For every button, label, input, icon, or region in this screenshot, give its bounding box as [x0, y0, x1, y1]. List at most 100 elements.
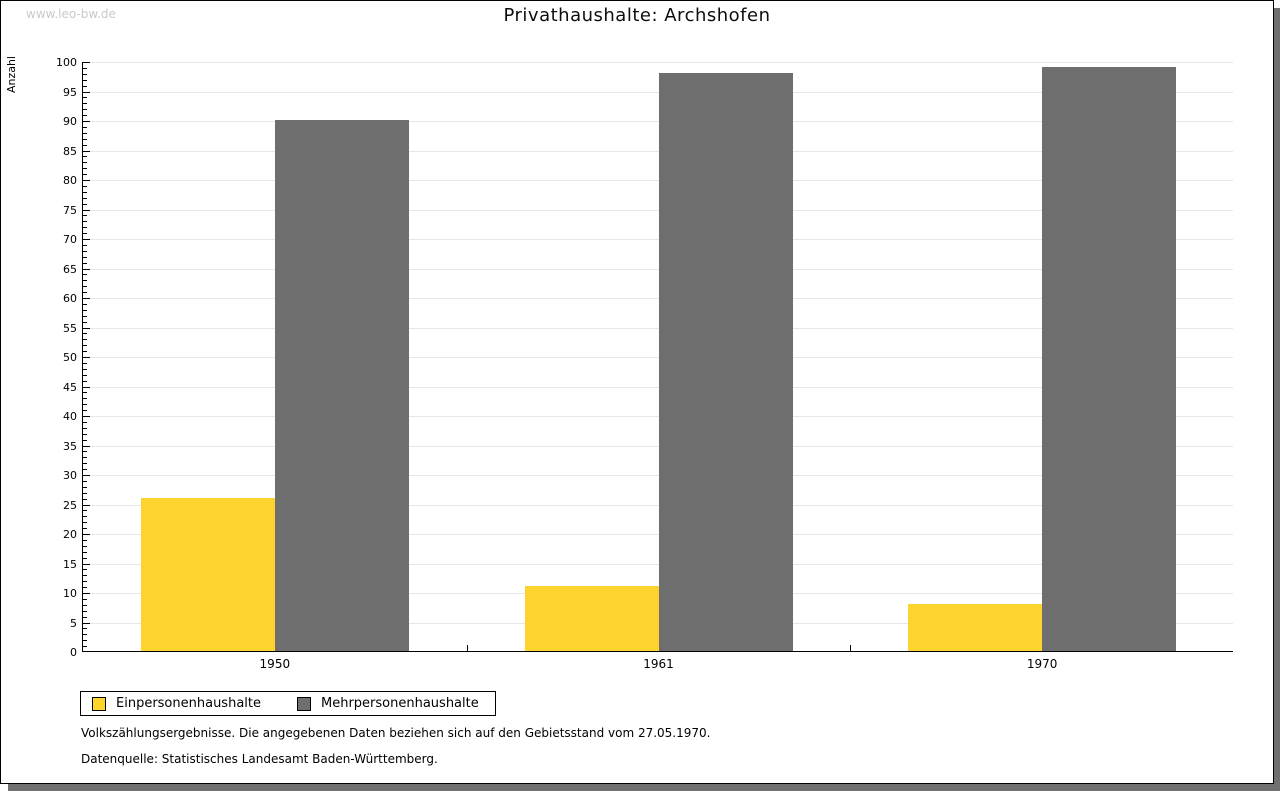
bar-einpersonenhaushalte-1970	[908, 603, 1043, 651]
y-tick-10	[83, 593, 90, 594]
y-tick-12	[83, 581, 87, 583]
y-tick-85	[83, 150, 90, 152]
y-tick-28	[83, 486, 87, 488]
y-tick-13	[83, 575, 87, 577]
y-tick-93	[83, 103, 87, 105]
y-tick-25	[83, 504, 90, 506]
y-tick-87	[83, 138, 87, 140]
x-tick-label-1950: 1950	[259, 657, 291, 671]
y-tick-67	[83, 256, 87, 258]
y-tick-50	[83, 357, 90, 358]
y-tick-98	[83, 73, 87, 75]
y-tick-label-40: 40	[63, 410, 77, 423]
y-tick-80	[83, 180, 90, 181]
y-tick-56	[83, 321, 87, 323]
bar-mehrpersonenhaushalte-1961	[658, 72, 793, 651]
y-tick-81	[83, 174, 87, 176]
y-tick-44	[83, 392, 87, 394]
plot-area: 0 5 10 15 20 25 30 35 40 45 50 55 60 65 70 75 80 85 90 95 10…	[56, 56, 1233, 671]
y-tick-65	[83, 268, 90, 270]
y-tick-8	[83, 604, 87, 606]
y-tick-label-100: 100	[56, 56, 77, 69]
y-tick-23	[83, 516, 87, 518]
y-tick-78	[83, 191, 87, 193]
y-tick-label-70: 70	[63, 233, 77, 246]
y-tick-label-45: 45	[63, 380, 77, 394]
gridline-y-40	[83, 416, 1233, 417]
y-tick-18	[83, 545, 87, 547]
x-tick-label-1961: 1961	[643, 657, 674, 671]
y-tick-label-20: 20	[63, 528, 77, 541]
y-tick-4	[83, 628, 87, 630]
y-tick-95	[83, 91, 90, 93]
bar-mehrpersonenhaushalte-1950	[274, 120, 409, 651]
y-tick-34	[83, 451, 87, 453]
y-tick-46	[83, 380, 87, 382]
y-tick-48	[83, 368, 87, 370]
y-tick-32	[83, 463, 87, 465]
y-tick-15	[83, 563, 90, 565]
y-tick-69	[83, 244, 87, 246]
y-tick-label-0: 0	[70, 646, 77, 659]
gridline-y-100	[83, 62, 1233, 63]
y-tick-label-85: 85	[63, 144, 77, 158]
y-tick-97	[83, 79, 87, 81]
y-tick-43	[83, 398, 87, 400]
y-tick-41	[83, 410, 87, 412]
legend-item-mehrpersonenhaushalte: Mehrpersonenhaushalte	[297, 696, 479, 711]
y-tick-16	[83, 557, 87, 559]
gridline-y-55	[83, 327, 1233, 329]
x-tick-boundary-1	[466, 645, 468, 651]
watermark-leo-bw: www.leo-bw.de	[26, 7, 116, 21]
gridline-y-20	[83, 534, 1233, 535]
y-tick-40	[83, 416, 90, 417]
x-tick-boundary-2	[850, 645, 852, 651]
y-tick-label-95: 95	[63, 85, 77, 99]
y-tick-59	[83, 303, 87, 305]
y-tick-60	[83, 298, 90, 299]
y-tick-70	[83, 239, 90, 240]
y-tick-label-5: 5	[70, 616, 77, 630]
legend-swatch-mehrpersonenhaushalte	[297, 696, 311, 711]
y-axis-title: Anzahl	[5, 56, 18, 94]
y-tick-42	[83, 404, 87, 406]
gridline-y-95	[83, 91, 1233, 93]
y-tick-62	[83, 286, 87, 288]
y-tick-label-10: 10	[63, 587, 77, 600]
gridline-y-65	[83, 268, 1233, 270]
gridline-y-60	[83, 298, 1233, 299]
y-tick-37	[83, 433, 87, 435]
y-tick-label-65: 65	[63, 262, 77, 276]
legend-item-einpersonenhaushalte: Einpersonenhaushalte	[92, 696, 261, 711]
y-tick-14	[83, 569, 87, 571]
y-tick-label-30: 30	[63, 469, 77, 482]
y-tick-7	[83, 610, 87, 612]
gridline-y-70	[83, 239, 1233, 240]
y-tick-92	[83, 109, 87, 111]
y-tick-label-50: 50	[63, 351, 77, 364]
y-tick-35	[83, 445, 90, 447]
y-tick-label-55: 55	[63, 321, 77, 335]
gridline-y-90	[83, 121, 1233, 122]
y-tick-64	[83, 274, 87, 276]
y-tick-24	[83, 510, 87, 512]
y-tick-label-35: 35	[63, 439, 77, 453]
y-tick-30	[83, 475, 90, 476]
y-tick-63	[83, 280, 87, 282]
y-tick-76	[83, 203, 87, 205]
y-tick-77	[83, 197, 87, 199]
y-tick-27	[83, 492, 87, 494]
y-tick-100	[83, 62, 90, 63]
gridline-y-35	[83, 445, 1233, 447]
y-tick-72	[83, 227, 87, 229]
y-tick-49	[83, 362, 87, 364]
footnote-gebietsstand: Volkszählungsergebnisse. Die angegebenen…	[81, 726, 711, 740]
y-tick-82	[83, 168, 87, 170]
y-tick-61	[83, 292, 87, 294]
y-tick-31	[83, 469, 87, 471]
y-tick-11	[83, 587, 87, 589]
y-tick-73	[83, 221, 87, 223]
y-tick-47	[83, 374, 87, 376]
y-tick-21	[83, 528, 87, 530]
